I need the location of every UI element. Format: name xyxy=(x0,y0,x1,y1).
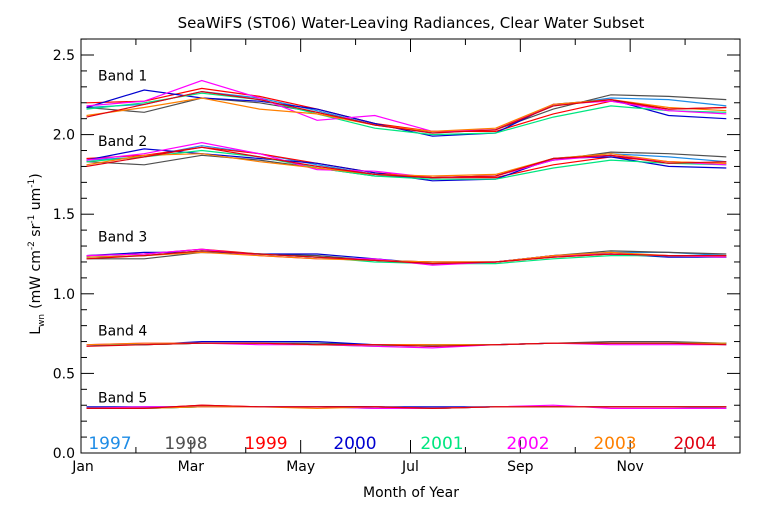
y-tick-label: 2.0 xyxy=(53,128,75,144)
legend-entry-1999: 1999 xyxy=(244,434,287,454)
line-2004-band3 xyxy=(86,250,727,265)
line-2004-band4 xyxy=(86,342,727,347)
line-2001-band1 xyxy=(86,92,727,136)
y-label-close: ) xyxy=(28,173,44,178)
svg-text:Lwn(mW cm-2 sr-1 um-1): Lwn(mW cm-2 sr-1 um-1) xyxy=(27,173,47,335)
band-label: Band 3 xyxy=(98,229,147,245)
band-label: Band 2 xyxy=(98,134,147,150)
y-axis-label: Lwn(mW cm-2 sr-1 um-1) xyxy=(27,173,47,335)
y-tick-label: 1.5 xyxy=(53,207,75,223)
x-tick-label: May xyxy=(286,459,315,475)
x-axis: Jan Mar May Jul Sep Nov xyxy=(71,39,686,475)
y-tick-label: 1.0 xyxy=(53,287,75,303)
y-label-units: (mW cm xyxy=(28,250,44,309)
band-label: Band 5 xyxy=(98,390,147,406)
x-tick-label: Jul xyxy=(401,459,419,475)
y-label-main: L xyxy=(28,327,44,335)
line-2004-band5 xyxy=(86,404,727,410)
y-label-exp1: -2 xyxy=(27,241,37,250)
x-tick-label: Mar xyxy=(178,459,205,475)
chart-title: SeaWiFS (ST06) Water-Leaving Radiances, … xyxy=(178,14,645,32)
band-label: Band 1 xyxy=(98,69,147,85)
legend-entry-2004: 2004 xyxy=(673,434,716,454)
y-label-sub: wn xyxy=(37,314,47,327)
line-2004-band2 xyxy=(86,146,727,179)
y-label-exp3: -1 xyxy=(27,179,37,188)
y-axis: 0.0 0.5 1.0 1.5 2.0 2.5 xyxy=(53,38,740,462)
legend-entry-2003: 2003 xyxy=(593,434,636,454)
legend: 1997 1998 1999 2000 2001 2002 2003 2004 xyxy=(88,434,716,454)
x-tick-label: Nov xyxy=(617,459,644,475)
legend-entry-2002: 2002 xyxy=(506,434,549,454)
y-label-um: um xyxy=(28,188,44,215)
legend-entry-1997: 1997 xyxy=(88,434,131,454)
line-1997-band1 xyxy=(86,90,727,134)
series-lines xyxy=(86,79,727,410)
x-axis-label: Month of Year xyxy=(363,485,459,501)
line-2002-band1 xyxy=(86,79,727,133)
legend-entry-2001: 2001 xyxy=(420,434,463,454)
line-2004-band1 xyxy=(86,90,727,134)
legend-entry-1998: 1998 xyxy=(164,434,207,454)
y-label-sr: sr xyxy=(28,223,44,241)
line-2000-band2 xyxy=(86,148,727,182)
line-2003-band2 xyxy=(86,153,727,177)
x-tick-label: Sep xyxy=(507,459,534,475)
band-label: Band 4 xyxy=(98,323,147,339)
line-2003-band3 xyxy=(86,251,727,263)
y-label-exp2: -1 xyxy=(27,215,37,224)
line-1998-band1 xyxy=(86,94,727,133)
y-tick-label: 2.5 xyxy=(53,48,75,64)
y-tick-label: 0.5 xyxy=(53,366,75,382)
line-2001-band2 xyxy=(86,149,727,180)
band-labels: Band 1 Band 2 Band 3 Band 4 Band 5 xyxy=(98,69,147,407)
legend-entry-2000: 2000 xyxy=(333,434,376,454)
x-tick-label: Jan xyxy=(71,459,94,475)
y-tick-label: 0.0 xyxy=(53,446,75,462)
